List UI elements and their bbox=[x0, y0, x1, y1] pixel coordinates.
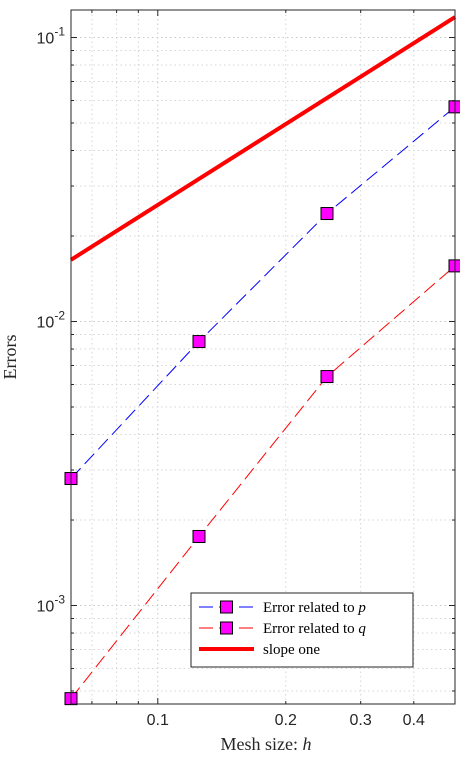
data-point-marker bbox=[192, 335, 206, 349]
x-tick-label: 0.1 bbox=[147, 712, 169, 729]
x-axis-label: Mesh size: h bbox=[221, 734, 312, 754]
y-tick-exponent: -1 bbox=[54, 25, 65, 39]
x-tick-label: 0.4 bbox=[403, 712, 425, 729]
legend-entry-var: p bbox=[357, 600, 366, 616]
data-point-marker bbox=[320, 370, 334, 384]
x-tick-label: 0.3 bbox=[350, 712, 372, 729]
y-tick-exponent: -2 bbox=[54, 309, 65, 323]
y-tick-exponent: -3 bbox=[54, 593, 65, 607]
series-line-2 bbox=[69, 15, 457, 262]
x-axis-label-text: Mesh size: bbox=[221, 734, 303, 754]
legend-entry-var: q bbox=[358, 621, 366, 637]
legend-entry-text: Error related to bbox=[263, 621, 358, 637]
data-point-marker bbox=[192, 529, 206, 543]
legend-entry-0: Error related to p bbox=[263, 600, 366, 616]
data-point-marker bbox=[320, 207, 334, 221]
x-axis-label-var: h bbox=[302, 734, 311, 754]
y-tick-label: 10-3 bbox=[37, 593, 66, 616]
legend-entry-1: Error related to q bbox=[263, 621, 366, 637]
y-tick-label: 10-2 bbox=[37, 309, 66, 332]
y-tick-label: 10-1 bbox=[37, 25, 66, 48]
series-line-0 bbox=[70, 106, 456, 479]
x-tick-label: 0.2 bbox=[275, 712, 297, 729]
axes-box bbox=[70, 9, 456, 705]
legend-entry-2: slope one bbox=[263, 642, 320, 658]
y-axis-label: Errors bbox=[0, 335, 20, 380]
series-line-1 bbox=[70, 265, 456, 699]
y-tick-base: 10 bbox=[37, 599, 55, 616]
y-tick-base: 10 bbox=[37, 315, 55, 332]
legend-marker-1 bbox=[220, 621, 233, 635]
legend-entry-text: Error related to bbox=[263, 600, 358, 616]
legend-marker-0 bbox=[220, 600, 233, 614]
ticks: 0.1 0.2 0.3 0.410-310-210-1 bbox=[37, 10, 456, 729]
y-tick-base: 10 bbox=[37, 31, 55, 48]
series-layer bbox=[64, 15, 460, 706]
legend-entry-text: slope one bbox=[263, 642, 320, 658]
